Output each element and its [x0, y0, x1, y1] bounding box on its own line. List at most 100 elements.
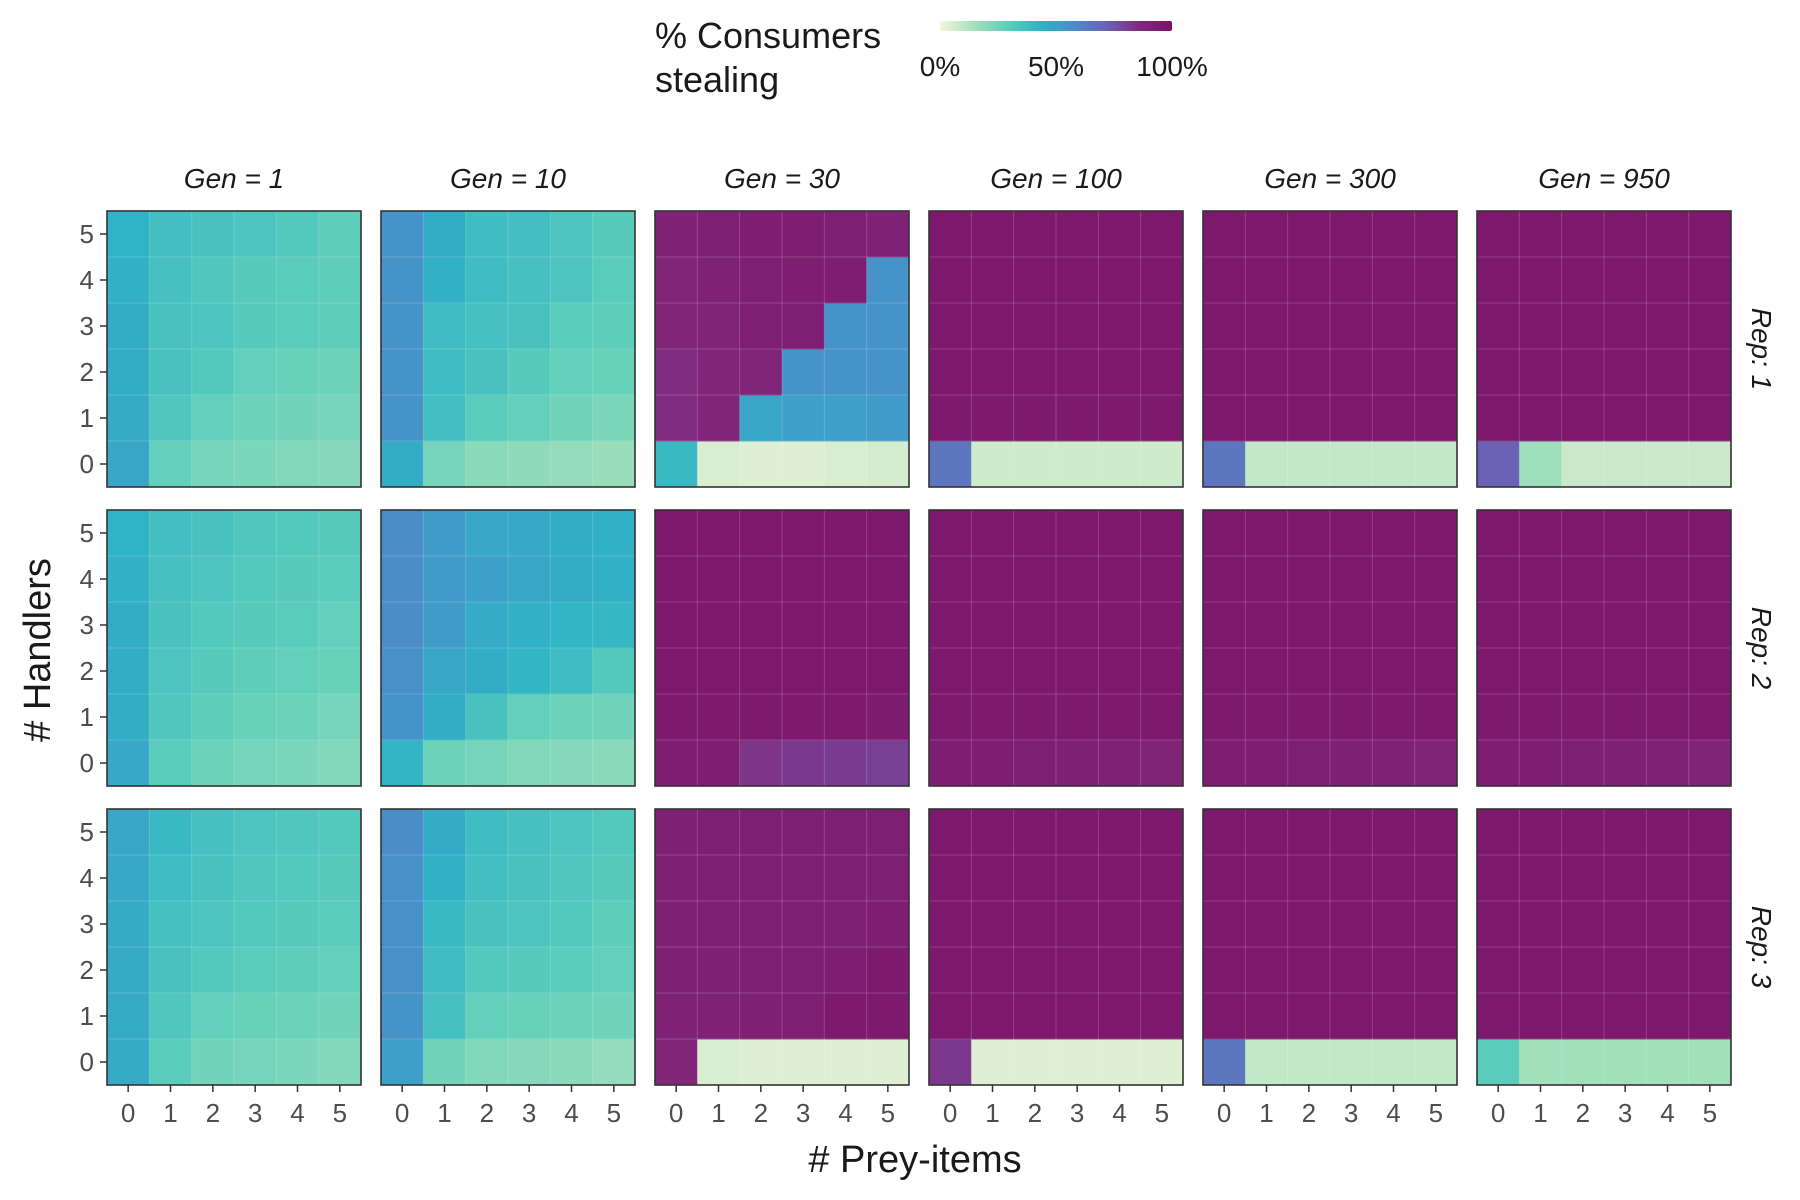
x-tick-label: 1 [163, 1098, 177, 1128]
heatmap-cell [697, 648, 741, 695]
heatmap-cell [1414, 211, 1458, 258]
heatmap-cell [1561, 901, 1605, 948]
heatmap-cell [782, 947, 825, 994]
heatmap-cell [1330, 303, 1373, 350]
heatmap-cell [508, 556, 551, 603]
heatmap-cell [1287, 993, 1331, 1040]
heatmap-cell [1561, 257, 1605, 304]
heatmap-cell [550, 510, 594, 557]
heatmap-cell [1330, 602, 1373, 649]
heatmap-cell [1140, 441, 1184, 488]
heatmap-cell [782, 257, 825, 304]
heatmap-panel [380, 808, 636, 1086]
heatmap-cell [655, 901, 698, 948]
heatmap-cell [1372, 510, 1416, 557]
heatmap-cell [423, 303, 467, 350]
heatmap-cell [508, 257, 551, 304]
heatmap-cell [318, 855, 362, 902]
heatmap-cell [1330, 441, 1373, 488]
y-tick-label: 4 [80, 564, 94, 594]
heatmap-cell [824, 303, 868, 350]
heatmap-cell [1688, 648, 1732, 695]
heatmap-cell [1287, 901, 1331, 948]
heatmap-cell [971, 349, 1015, 396]
heatmap-cell [1519, 740, 1563, 787]
heatmap-cell [1098, 947, 1142, 994]
heatmap-cell [276, 257, 320, 304]
heatmap-cell [739, 510, 783, 557]
heatmap-cell [782, 211, 825, 258]
heatmap-panel [1476, 509, 1732, 787]
heatmap-cell [824, 556, 868, 603]
heatmap-cell [191, 211, 235, 258]
panel-border [1202, 210, 1458, 488]
heatmap-cell [1477, 947, 1520, 994]
heatmap-cell [1477, 855, 1520, 902]
heatmap-cell [697, 1039, 741, 1086]
heatmap-cell [1646, 303, 1690, 350]
heatmap-cell [739, 395, 783, 442]
heatmap-cell [592, 901, 636, 948]
heatmap-cell [971, 602, 1015, 649]
heatmap-cell [1372, 602, 1416, 649]
heatmap-cell [1245, 947, 1289, 994]
heatmap-cell [1477, 602, 1520, 649]
heatmap-cell [465, 947, 509, 994]
heatmap-cell [1098, 441, 1142, 488]
heatmap-cell [465, 211, 509, 258]
heatmap-cell [191, 694, 235, 741]
heatmap-cell [508, 1039, 551, 1086]
heatmap-cell [697, 349, 741, 396]
heatmap-cell [1477, 648, 1520, 695]
heatmap-cell [1561, 809, 1605, 856]
heatmap-cell [1372, 947, 1416, 994]
heatmap-cell [318, 395, 362, 442]
heatmap-cell [550, 809, 594, 856]
heatmap-cell [423, 211, 467, 258]
heatmap-cell [1604, 809, 1647, 856]
heatmap-cell [1140, 1039, 1184, 1086]
heatmap-cell [1604, 303, 1647, 350]
heatmap-cell [697, 211, 741, 258]
heatmap-cell [655, 993, 698, 1040]
heatmap-cell [739, 303, 783, 350]
heatmap-cell [1477, 303, 1520, 350]
heatmap-cell [149, 993, 193, 1040]
heatmap-cell [697, 510, 741, 557]
heatmap-cell [1140, 648, 1184, 695]
heatmap-cell [1414, 395, 1458, 442]
heatmap-cell [1245, 1039, 1289, 1086]
heatmap-cell [1287, 257, 1331, 304]
heatmap-cell [592, 556, 636, 603]
heatmap-cell [592, 395, 636, 442]
heatmap-cell [782, 993, 825, 1040]
heatmap-cell [276, 993, 320, 1040]
heatmap-cell [866, 855, 910, 902]
heatmap-cell [318, 510, 362, 557]
heatmap-cell [1287, 602, 1331, 649]
panel-border [928, 509, 1184, 787]
heatmap-cell [234, 993, 277, 1040]
heatmap-cell [1519, 303, 1563, 350]
heatmap-cell [550, 947, 594, 994]
heatmap-cell [1561, 441, 1605, 488]
heatmap-cell [149, 809, 193, 856]
heatmap-cell [1056, 1039, 1099, 1086]
heatmap-cell [1245, 993, 1289, 1040]
heatmap-panel [106, 210, 362, 488]
heatmap-cell [1203, 395, 1246, 442]
heatmap-cell [1519, 257, 1563, 304]
heatmap-cell [1519, 901, 1563, 948]
heatmap-cell [1056, 303, 1099, 350]
heatmap-cell [191, 395, 235, 442]
heatmap-cell [1519, 1039, 1563, 1086]
heatmap-cell [191, 1039, 235, 1086]
heatmap-cell [929, 993, 972, 1040]
heatmap-cell [1688, 257, 1732, 304]
heatmap-cell [929, 510, 972, 557]
x-axis-title: # Prey-items [808, 1139, 1021, 1181]
heatmap-cell [276, 809, 320, 856]
heatmap-cell [1561, 510, 1605, 557]
heatmap-cell [824, 349, 868, 396]
